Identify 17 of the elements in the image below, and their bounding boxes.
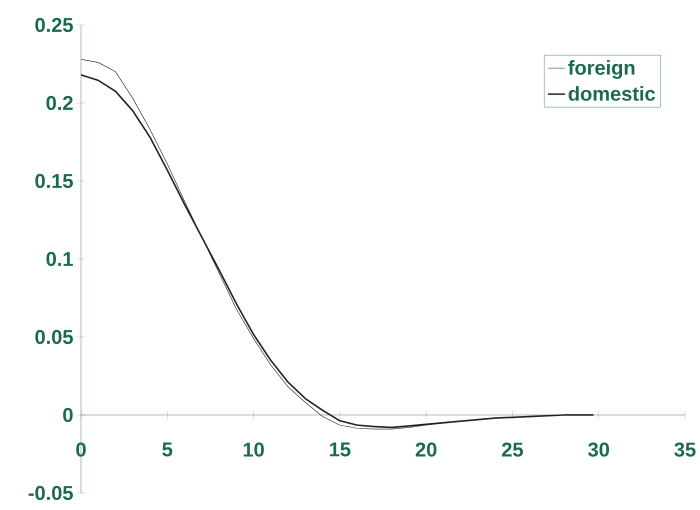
y-tick-label: -0.05 bbox=[28, 486, 73, 500]
y-tick-label: 0.05 bbox=[35, 330, 73, 344]
x-tick-label: 20 bbox=[416, 442, 436, 457]
x-tick-label: 15 bbox=[330, 442, 350, 456]
y-tick-label: 0.1 bbox=[46, 252, 73, 266]
y-tick-label: 0.2 bbox=[46, 96, 73, 110]
x-tick-label: 5 bbox=[162, 442, 172, 456]
y-tick-label: 0.15 bbox=[35, 174, 73, 188]
x-tick-label: 30 bbox=[588, 442, 610, 457]
x-tick-label: 10 bbox=[244, 442, 264, 457]
legend-label: foreign bbox=[568, 60, 634, 79]
y-tick-label: 0 bbox=[63, 408, 73, 422]
x-tick-label: 0 bbox=[76, 442, 86, 457]
x-tick-label: 25 bbox=[502, 442, 523, 457]
x-tick-label: 35 bbox=[674, 442, 696, 457]
y-tick-label: 0.25 bbox=[35, 18, 73, 32]
legend-label: domestic bbox=[568, 86, 656, 101]
